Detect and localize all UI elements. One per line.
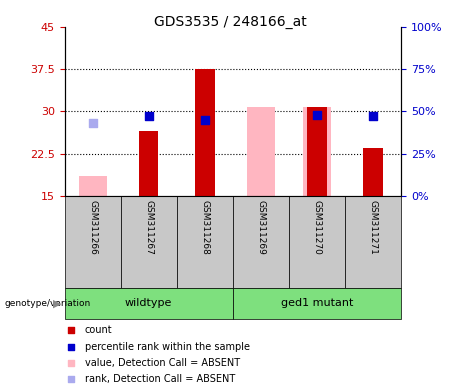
Bar — [65, 196, 121, 288]
Point — [68, 376, 75, 382]
Point — [369, 113, 377, 119]
Bar — [303, 107, 331, 196]
Text: ▶: ▶ — [53, 298, 61, 308]
Text: GSM311269: GSM311269 — [256, 200, 266, 255]
Point — [89, 120, 96, 126]
Bar — [345, 196, 401, 288]
Bar — [121, 196, 177, 288]
Bar — [78, 176, 106, 196]
Point — [201, 117, 208, 123]
Text: rank, Detection Call = ABSENT: rank, Detection Call = ABSENT — [85, 374, 235, 384]
Bar — [247, 107, 275, 196]
Point — [68, 360, 75, 366]
Text: percentile rank within the sample: percentile rank within the sample — [85, 342, 250, 352]
Bar — [177, 196, 233, 288]
Point — [145, 113, 152, 119]
Text: GSM311266: GSM311266 — [88, 200, 97, 255]
Bar — [65, 288, 233, 319]
Point — [68, 344, 75, 350]
Point — [68, 328, 75, 334]
Bar — [195, 69, 214, 196]
Bar — [233, 196, 289, 288]
Bar — [363, 148, 383, 196]
Bar — [307, 107, 327, 196]
Text: count: count — [85, 326, 112, 336]
Text: GSM311268: GSM311268 — [200, 200, 209, 255]
Text: ged1 mutant: ged1 mutant — [281, 298, 353, 308]
Bar — [289, 196, 345, 288]
Text: genotype/variation: genotype/variation — [5, 299, 91, 308]
Bar — [139, 131, 159, 196]
Point — [313, 112, 321, 118]
Text: GSM311267: GSM311267 — [144, 200, 153, 255]
Bar — [233, 288, 401, 319]
Text: GSM311271: GSM311271 — [368, 200, 378, 255]
Text: value, Detection Call = ABSENT: value, Detection Call = ABSENT — [85, 358, 240, 368]
Text: GSM311270: GSM311270 — [313, 200, 321, 255]
Text: wildtype: wildtype — [125, 298, 172, 308]
Text: GDS3535 / 248166_at: GDS3535 / 248166_at — [154, 15, 307, 29]
